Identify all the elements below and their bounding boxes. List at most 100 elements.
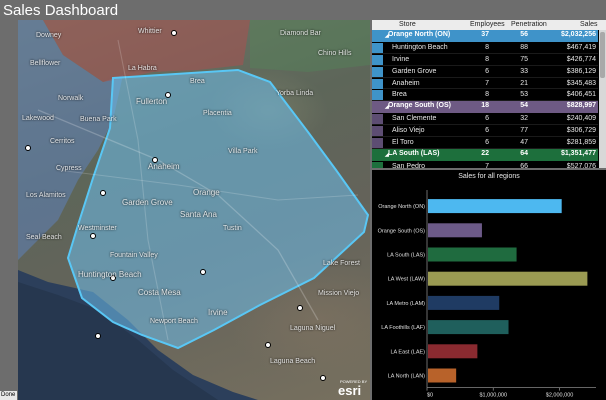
table-row[interactable]: Brea 8 53 $406,451: [372, 89, 598, 102]
bar[interactable]: [428, 199, 562, 214]
expand-triangle-icon[interactable]: ◢: [385, 33, 389, 39]
table-row[interactable]: San Pedro 7 66 $527,076: [372, 161, 598, 168]
row-color-swatch: [372, 90, 383, 101]
category-label: Orange North (ON): [378, 204, 425, 210]
header-employees[interactable]: Employees: [470, 21, 505, 28]
employees-value: 7: [485, 79, 489, 87]
sales-value: $426,774: [566, 55, 596, 63]
scrollbar-thumb[interactable]: [600, 32, 605, 78]
penetration-value: 32: [520, 115, 528, 123]
store-name: Garden Grove: [392, 67, 437, 75]
bar[interactable]: [428, 368, 457, 383]
store-name: Huntington Beach: [392, 43, 448, 51]
bar[interactable]: [428, 320, 509, 335]
map-label-lakewood: Lakewood: [22, 115, 54, 122]
category-label: LA Foothills (LAF): [381, 325, 425, 331]
map-label-yorba-linda: Yorba Linda: [276, 90, 314, 97]
table-row[interactable]: Huntington Beach 8 88 $467,419: [372, 42, 598, 54]
map-label-cypress: Cypress: [56, 165, 82, 172]
sales-table: Store Employees Penetration Sales ◢ Orang…: [372, 20, 606, 168]
store-name: Anaheim: [392, 79, 420, 87]
row-color-swatch: [372, 138, 383, 149]
table-rows: ◢ Orange North (ON) 37 56 $2,032,256 Huntingt…: [372, 30, 598, 168]
table-row[interactable]: San Clemente 6 32 $240,409: [372, 113, 598, 126]
map-label-laguna-beach: Laguna Beach: [270, 358, 316, 365]
employees-value: 8: [485, 43, 489, 51]
sales-value: $467,419: [566, 43, 596, 51]
map-label-bellflower: Bellflower: [30, 60, 61, 67]
map-label-tustin: Tustin: [223, 225, 242, 232]
store-name: Aliso Viejo: [392, 127, 425, 135]
store-name: LA South (LAS): [388, 149, 440, 157]
map-label-whittier: Whittier: [138, 28, 162, 35]
category-label: LA West (LAW): [388, 277, 425, 283]
employees-value: 6: [485, 139, 489, 147]
map-label-fullerton: Fullerton: [136, 97, 168, 106]
row-color-swatch: [372, 78, 383, 89]
map-layers: [18, 20, 370, 400]
bar[interactable]: [428, 247, 517, 262]
row-color-swatch: [372, 42, 383, 53]
table-group-row[interactable]: ◢ Orange North (ON) 37 56 $2,032,256: [372, 30, 598, 42]
store-name: Orange North (ON): [388, 31, 451, 38]
bar[interactable]: [428, 223, 482, 238]
category-label: LA Metro (LAM): [386, 301, 425, 307]
employees-value: 6: [485, 67, 489, 75]
employees-value: 6: [485, 115, 489, 123]
esri-powered-by: POWERED BY: [340, 379, 368, 384]
store-name: San Pedro: [392, 162, 426, 168]
map-label-mission-viejo: Mission Viejo: [318, 290, 360, 297]
row-color-swatch: [372, 54, 383, 65]
chart-title: Sales for all regions: [458, 173, 520, 180]
table-row[interactable]: Irvine 8 75 $426,774: [372, 54, 598, 66]
store-name: San Clemente: [392, 115, 437, 123]
header-store[interactable]: Store: [399, 21, 416, 28]
table-row[interactable]: Garden Grove 6 33 $386,129: [372, 66, 598, 78]
esri-logo: esri: [338, 383, 362, 398]
table-scrollbar[interactable]: [599, 30, 606, 168]
employees-value: 22: [481, 149, 489, 157]
map-label-villa-park: Villa Park: [228, 148, 258, 155]
penetration-value: 54: [520, 102, 528, 110]
table-row[interactable]: El Toro 6 47 $281,859: [372, 137, 598, 149]
map-label-los-alamitos: Los Alamitos: [26, 192, 66, 199]
sales-value: $2,032,256: [560, 31, 596, 38]
title-bar: Sales Dashboard: [0, 0, 606, 20]
expand-triangle-icon[interactable]: ◢: [385, 104, 389, 111]
header-sales[interactable]: Sales: [580, 21, 598, 28]
table-row[interactable]: Aliso Viejo 6 77 $306,729: [372, 125, 598, 138]
bar[interactable]: [428, 295, 500, 310]
expand-triangle-icon[interactable]: ◢: [385, 151, 389, 158]
map-label-orange: Orange: [193, 188, 220, 197]
sales-value: $406,451: [566, 91, 596, 99]
penetration-value: 47: [520, 139, 528, 147]
row-color-swatch: [372, 102, 383, 112]
map-label-costa-mesa: Costa Mesa: [138, 288, 181, 297]
map-label-laguna-niguel: Laguna Niguel: [290, 325, 336, 332]
map-label-santa-ana: Santa Ana: [180, 210, 217, 219]
map-label-anaheim: Anaheim: [148, 162, 180, 171]
table-header: Store Employees Penetration Sales: [372, 20, 606, 30]
map-label-lake-forest: Lake Forest: [323, 260, 360, 267]
header-penetration[interactable]: Penetration: [511, 21, 547, 28]
penetration-value: 75: [520, 55, 528, 63]
table-row[interactable]: Anaheim 7 21 $345,483: [372, 78, 598, 90]
category-label: LA North (LAN): [388, 374, 425, 380]
penetration-value: 53: [520, 91, 528, 99]
map-label-westminster: Westminster: [78, 225, 117, 232]
map-label-cerritos: Cerritos: [50, 138, 75, 145]
employees-value: 18: [481, 102, 489, 110]
employees-value: 7: [485, 162, 489, 168]
x-tick-label: $0: [427, 393, 433, 399]
category-label: LA South (LAS): [387, 253, 425, 259]
category-label: Orange South (OS): [378, 228, 426, 234]
row-color-swatch: [372, 31, 383, 41]
sales-value: $281,859: [566, 139, 596, 147]
table-group-row[interactable]: ◢ Orange South (OS) 18 54 $828,997: [372, 101, 598, 114]
bar[interactable]: [428, 344, 478, 359]
penetration-value: 56: [520, 31, 528, 38]
penetration-value: 33: [520, 67, 528, 75]
bar[interactable]: [428, 271, 588, 286]
map[interactable]: Norwalk Fullerton Anaheim Orange Garden …: [18, 20, 370, 400]
table-group-row[interactable]: ◢ LA South (LAS) 22 64 $1,351,477: [372, 148, 598, 161]
